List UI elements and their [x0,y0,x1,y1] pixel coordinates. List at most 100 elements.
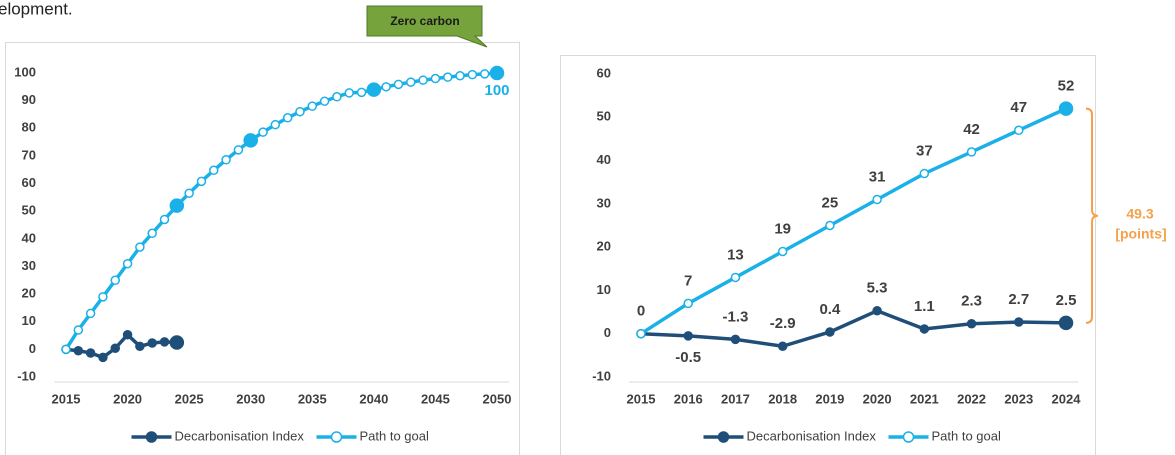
x-tick-label: 2025 [175,391,204,406]
value-label: 19 [774,220,791,237]
marker [319,96,330,106]
callout [366,5,488,48]
value-label: 31 [869,168,886,185]
value-label: -2.9 [770,315,796,332]
y-tick-label: 50 [597,109,611,124]
y-tick-label: 70 [22,147,36,162]
marker [683,331,693,341]
series-line [64,71,498,351]
bracket [1085,107,1099,324]
y-tick-label: -10 [592,368,611,383]
marker [110,343,121,354]
value-label: 2.5 [1056,292,1077,309]
marker [636,328,646,339]
y-tick-label: 10 [597,282,611,297]
series-line [640,308,1067,349]
series-line [65,332,177,360]
value-label: 100 [484,82,509,99]
x-tick-label: 2023 [1004,391,1033,406]
value-label: 52 [1058,78,1075,95]
value-label: 7 [684,272,692,289]
value-label: 47 [1010,99,1027,116]
marker [455,71,465,81]
value-label: 1.1 [914,298,935,315]
y-tick-label: 90 [22,92,36,107]
callout-text: Zero carbon [390,14,459,28]
x-tick-label: 2030 [236,391,265,406]
x-tick-label: 2050 [483,391,512,406]
legend-marker [330,431,343,443]
x-tick-label: 2024 [1052,391,1082,406]
marker [1058,315,1074,331]
value-label: 13 [727,246,744,263]
series-line [640,107,1067,336]
marker [147,338,157,348]
y-tick-label: -10 [17,368,36,383]
y-tick-label: 30 [597,195,611,210]
x-tick-label: 2020 [113,391,142,406]
marker [332,92,342,102]
marker [442,72,453,82]
marker [489,65,505,81]
legend-marker [717,431,730,443]
value-label: 42 [963,121,980,138]
marker [430,73,441,84]
legend-label: Decarbonisation Index [175,428,305,443]
marker [184,188,194,198]
y-tick-label: 50 [22,203,36,218]
y-tick-label: 60 [22,175,36,190]
marker [683,298,693,309]
y-tick-label: 20 [597,239,611,254]
x-tick-label: 2040 [359,391,388,406]
value-label: 2.3 [961,293,982,310]
y-tick-label: 20 [22,286,36,301]
chart-frame [5,42,520,455]
marker [98,352,108,363]
value-label: 0 [637,303,645,320]
x-tick-label: 2035 [298,391,327,406]
marker [135,242,145,252]
x-tick-label: 2017 [721,391,750,406]
x-tick-label: 2021 [910,391,939,406]
marker [344,88,354,98]
marker [919,168,930,179]
x-tick-label: 2015 [52,391,81,406]
marker [122,258,133,269]
y-tick-label: 40 [597,152,611,167]
value-label: 0.4 [819,301,841,318]
marker [777,341,788,352]
marker [919,324,930,334]
value-label: 5.3 [867,280,888,297]
marker [825,220,835,231]
value-label: -1.3 [723,308,749,325]
y-tick-label: 60 [597,65,611,80]
marker [61,344,71,355]
legend-label: Path to goal [360,428,429,443]
marker [169,198,185,213]
marker [209,165,219,176]
marker [307,101,318,111]
y-tick-label: 0 [29,341,36,356]
x-tick-label: 2016 [674,391,703,406]
bracket-value: 49.3 [1126,205,1153,221]
marker [1014,317,1024,327]
y-tick-label: 10 [22,313,36,328]
marker [966,147,977,157]
marker [479,69,490,79]
y-tick-label: 0 [604,325,611,340]
marker [366,82,382,97]
caption: elopment. [0,0,73,18]
marker [147,228,157,239]
x-tick-label: 2022 [957,391,986,406]
y-tick-label: 100 [14,64,36,79]
marker [730,334,741,345]
value-label: -0.5 [675,349,701,366]
marker [196,176,207,187]
marker [233,145,244,155]
x-tick-label: 2015 [627,391,656,406]
legend-label: Path to goal [932,428,1001,443]
x-tick-label: 2019 [815,391,844,406]
x-tick-label: 2020 [863,391,892,406]
marker [418,75,428,85]
